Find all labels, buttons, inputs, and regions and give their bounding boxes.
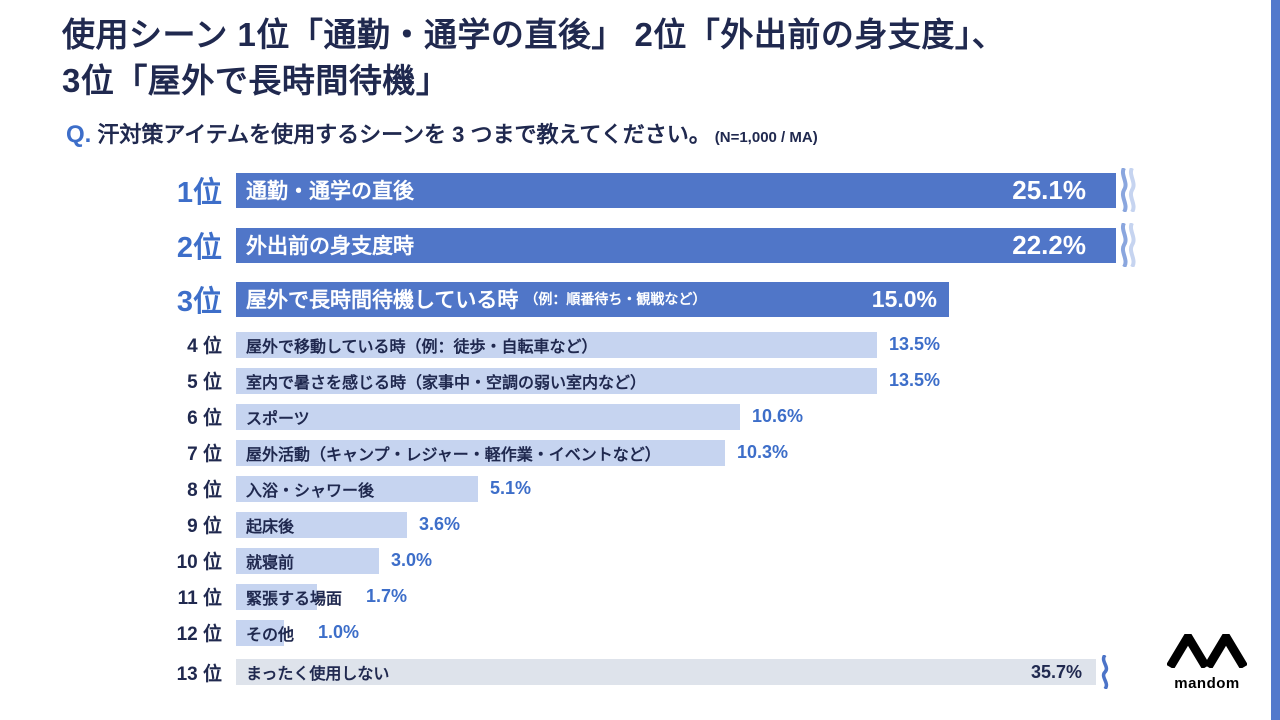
question-text: 汗対策アイテムを使用するシーンを 3 つまで教えてください。 bbox=[97, 122, 711, 147]
bar-break-wave-icon bbox=[1121, 223, 1136, 267]
chart-row: 2位 外出前の身支度時 22.2% bbox=[0, 223, 1280, 267]
bar-area: 屋外で移動している時（例：徒歩・自転車など） 13.5% bbox=[236, 331, 1280, 358]
mandom-logo: mandom bbox=[1166, 628, 1248, 692]
page-title: 使用シーン 1位「通勤・通学の直後」 2位「外出前の身支度」、 3位「屋外で長時… bbox=[62, 12, 1005, 103]
rank-label: 10 位 bbox=[176, 552, 222, 573]
bar-value-label: 13.5% bbox=[889, 370, 941, 390]
chart-row: 3位 屋外で長時間待機している時 （例：順番待ち・観戦など） 15.0% bbox=[0, 278, 1280, 320]
chart-row: 1位 通勤・通学の直後 25.1% bbox=[0, 168, 1280, 212]
rank-label: 8 位 bbox=[187, 480, 222, 501]
bar: 外出前の身支度時 22.2% bbox=[236, 227, 1116, 263]
bar-area: 屋外活動（キャンプ・レジャー・軽作業・イベントなど） 10.3% bbox=[236, 439, 1280, 466]
bar-break-wave-icon bbox=[1101, 655, 1109, 689]
bar-category-label: 入浴・シャワー後 bbox=[246, 482, 375, 500]
chart-row: 12 位 その他 1.0% bbox=[0, 619, 1280, 646]
bar-category-label: 外出前の身支度時 bbox=[246, 235, 414, 258]
bar-category-label: まったく使用しない bbox=[246, 666, 390, 683]
bar-value-label: 5.1% bbox=[490, 478, 532, 498]
bar: 屋外で長時間待機している時 （例：順番待ち・観戦など） 15.0% bbox=[236, 281, 949, 317]
page-title-line1: 使用シーン 1位「通勤・通学の直後」 2位「外出前の身支度」、 bbox=[62, 16, 1006, 53]
chart-row: 4 位 屋外で移動している時（例：徒歩・自転車など） 13.5% bbox=[0, 331, 1280, 358]
bar-category-label: 緊張する場面 bbox=[246, 590, 343, 608]
mandom-logo-text: mandom bbox=[1174, 675, 1240, 692]
bar-category-label: 就寝前 bbox=[246, 554, 295, 572]
bar-area: 就寝前 3.0% bbox=[236, 547, 1280, 574]
chart-row: 6 位 スポーツ 10.6% bbox=[0, 403, 1280, 430]
bar-category-note: （例：順番待ち・観戦など） bbox=[524, 291, 707, 307]
rank-label: 5 位 bbox=[187, 372, 222, 393]
bar-value-label: 1.0% bbox=[318, 622, 360, 642]
bar-value-label: 25.1% bbox=[1012, 174, 1086, 205]
rank-label: 3位 bbox=[176, 286, 222, 318]
bar-value-label: 10.6% bbox=[752, 406, 804, 426]
bar-value-label: 3.0% bbox=[391, 550, 433, 570]
bar-break-wave-icon bbox=[1121, 168, 1136, 212]
bar-category-label: 起床後 bbox=[246, 518, 295, 536]
bar: 屋外で移動している時（例：徒歩・自転車など） bbox=[236, 331, 877, 358]
bar-area: 起床後 3.6% bbox=[236, 511, 1280, 538]
bar: 通勤・通学の直後 25.1% bbox=[236, 172, 1116, 208]
bar-category-label: 通勤・通学の直後 bbox=[246, 180, 414, 203]
question-prefix: Q. bbox=[66, 121, 92, 148]
sample-size-note: (N=1,000 / MA) bbox=[714, 129, 818, 146]
bar-category-label: 屋外で移動している時（例：徒歩・自転車など） bbox=[246, 338, 598, 356]
bar: 屋外活動（キャンプ・レジャー・軽作業・イベントなど） bbox=[236, 439, 725, 466]
bar-value-label: 10.3% bbox=[737, 442, 789, 462]
rank-label: 9 位 bbox=[187, 516, 222, 537]
bar-area: スポーツ 10.6% bbox=[236, 403, 1280, 430]
bar-area: その他 1.0% bbox=[236, 619, 1280, 646]
bar: 就寝前 bbox=[236, 547, 379, 574]
bar: スポーツ bbox=[236, 403, 740, 430]
chart-row: 13 位 まったく使用しない 35.7% bbox=[0, 655, 1280, 689]
bar-category-label: その他 bbox=[246, 626, 295, 644]
page-title-line2: 3位「屋外で長時間待機」 bbox=[62, 61, 450, 99]
bar: その他 bbox=[236, 619, 294, 646]
bar-value-label: 3.6% bbox=[419, 514, 461, 534]
bar: 起床後 bbox=[236, 511, 407, 538]
bar-chart: 1位 通勤・通学の直後 25.1% 2位 外出前の身支度時 22.2% 3位 屋外で長時間待機… bbox=[0, 168, 1280, 698]
chart-row: 8 位 入浴・シャワー後 5.1% bbox=[0, 475, 1280, 502]
bar: 室内で暑さを感じる時（家事中・空調の弱い室内など） bbox=[236, 367, 877, 394]
bar-value-label: 1.7% bbox=[366, 586, 408, 606]
mandom-peaks-icon bbox=[1166, 628, 1248, 670]
right-edge-accent-bar bbox=[1271, 0, 1280, 720]
bar-category-label: 室内で暑さを感じる時（家事中・空調の弱い室内など） bbox=[246, 374, 647, 392]
rank-label: 6 位 bbox=[187, 408, 222, 429]
rank-label: 1位 bbox=[176, 177, 222, 209]
bar-category-label: 屋外で長時間待機している時 bbox=[246, 289, 519, 312]
bar-category-label: 屋外活動（キャンプ・レジャー・軽作業・イベントなど） bbox=[246, 446, 661, 464]
bar: まったく使用しない 35.7% bbox=[236, 659, 1096, 685]
bar-value-label: 15.0% bbox=[871, 285, 937, 312]
survey-question: Q. 汗対策アイテムを使用するシーンを 3 つまで教えてください。 (N=1,000… bbox=[66, 117, 818, 149]
chart-row: 11 位 緊張する場面 1.7% bbox=[0, 583, 1280, 610]
rank-label: 4 位 bbox=[187, 336, 222, 357]
rank-label: 12 位 bbox=[176, 624, 222, 645]
chart-row: 10 位 就寝前 3.0% bbox=[0, 547, 1280, 574]
bar-value-label: 22.2% bbox=[1012, 229, 1086, 260]
bar-category-label: スポーツ bbox=[246, 410, 310, 428]
bar-area: 室内で暑さを感じる時（家事中・空調の弱い室内など） 13.5% bbox=[236, 367, 1280, 394]
bar-area: まったく使用しない 35.7% bbox=[236, 655, 1280, 689]
rank-label: 7 位 bbox=[187, 444, 222, 465]
chart-row: 7 位 屋外活動（キャンプ・レジャー・軽作業・イベントなど） 10.3% bbox=[0, 439, 1280, 466]
bar-area: 外出前の身支度時 22.2% bbox=[236, 223, 1280, 267]
bar-area: 入浴・シャワー後 5.1% bbox=[236, 475, 1280, 502]
rank-label: 13 位 bbox=[176, 663, 222, 685]
rank-label: 2位 bbox=[176, 232, 222, 264]
bar-value-label: 13.5% bbox=[889, 334, 941, 354]
bar: 入浴・シャワー後 bbox=[236, 475, 478, 502]
bar-area: 緊張する場面 1.7% bbox=[236, 583, 1280, 610]
bar: 緊張する場面 bbox=[236, 583, 342, 610]
chart-row: 9 位 起床後 3.6% bbox=[0, 511, 1280, 538]
chart-row: 5 位 室内で暑さを感じる時（家事中・空調の弱い室内など） 13.5% bbox=[0, 367, 1280, 394]
bar-area: 通勤・通学の直後 25.1% bbox=[236, 168, 1280, 212]
bar-value-label: 35.7% bbox=[1030, 661, 1082, 682]
bar-area: 屋外で長時間待機している時 （例：順番待ち・観戦など） 15.0% bbox=[236, 281, 1280, 317]
rank-label: 11 位 bbox=[177, 588, 222, 609]
